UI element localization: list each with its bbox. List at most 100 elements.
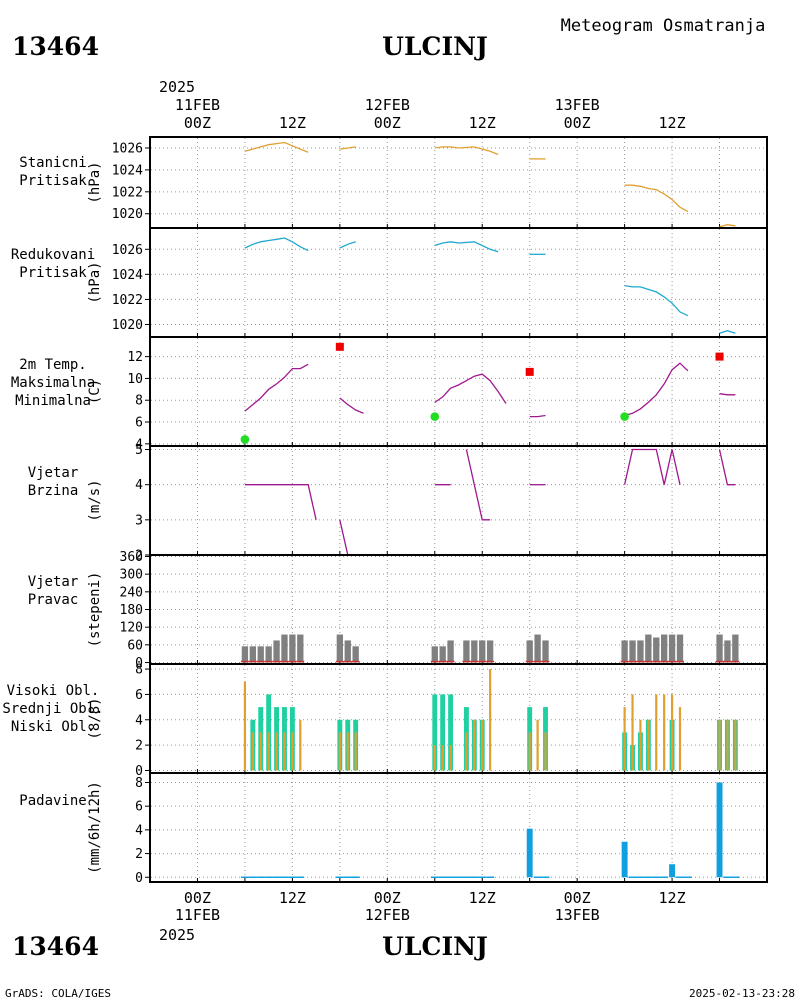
low-cloud-bar-30 (726, 719, 729, 771)
low-cloud-bar-16 (481, 719, 484, 771)
hour-label-top-2: 00Z (374, 114, 401, 132)
wind-dir-bar-27 (668, 634, 676, 663)
precipitation-side-label-0: Padavine (19, 793, 86, 809)
wind-dir-bar-11 (431, 646, 438, 663)
reduced_pressure-ytick-label-0: 1020 (112, 318, 143, 333)
panel-wind_speed: 2 3 4 5 (m/s) Vjetar Brzina (28, 443, 768, 564)
low-cloud-bar-26 (663, 694, 666, 771)
precip-bar-3 (716, 782, 723, 878)
low-cloud-bar-4 (275, 732, 278, 771)
low-cloud-bar-25 (655, 694, 658, 771)
wind_speed-ytick-label-3: 5 (135, 443, 143, 458)
hour-label-top-3: 12Z (469, 114, 496, 132)
precip-bar-0 (526, 828, 533, 878)
low-cloud-bar-28 (678, 707, 682, 771)
panel-reduced_pressure: 1020 1022 1024 1026 (hPa)Redukovani Pritisak (11, 227, 768, 338)
low-cloud-bar-5 (283, 732, 286, 771)
low-cloud-bar-6 (291, 732, 294, 771)
hour-label-top-1: 12Z (279, 114, 306, 132)
day-label-top-0: 11FEB (175, 96, 220, 114)
station_pressure-line-segment-5 (719, 224, 736, 228)
clouds-ytick-label-3: 6 (135, 688, 143, 703)
low-cloud-bar-9 (346, 732, 349, 771)
temperature-ytick-label-2: 8 (135, 394, 143, 409)
tmin-marker-0 (240, 435, 250, 444)
wind_direction-ytick-label-6: 360 (120, 550, 143, 565)
reduced_pressure-ytick-label-3: 1026 (112, 243, 143, 258)
precipitation-ytick-label-3: 6 (135, 800, 143, 815)
temperature-ytick-label-0: 4 (135, 437, 143, 452)
station_pressure-line-segment-2 (434, 146, 499, 156)
low-cloud-bar-23 (639, 719, 642, 771)
reduced_pressure-ylabel: (hPa) (87, 261, 103, 303)
year-label-bottom: 2025 (159, 926, 195, 944)
temperature-ytick-label-1: 6 (135, 416, 143, 431)
wind-dir-bar-31 (732, 634, 739, 663)
wind_speed-side-label-1: Brzina (28, 483, 79, 499)
low-cloud-bar-2 (259, 732, 262, 771)
temperature-side-label-2: Minimalna (15, 393, 91, 409)
low-cloud-bar-24 (647, 719, 650, 771)
reduced_pressure-line-segment-5 (719, 330, 736, 334)
wind-dir-bar-20 (542, 640, 549, 663)
reduced_pressure-line-segment-0 (244, 237, 309, 252)
station-name-bottom: ULCINJ (382, 932, 488, 961)
wind_speed-line-segment-6 (718, 449, 736, 486)
wind_direction-side-label-1: Pravac (28, 592, 79, 608)
low-cloud-bar-20 (544, 732, 547, 771)
precipitation-ylabel: (mm/6h/12h) (87, 781, 103, 874)
temperature-line-segment-2 (434, 373, 507, 404)
station_pressure-ytick-label-3: 1026 (112, 141, 143, 156)
tmax-marker-0 (335, 342, 344, 351)
wind_direction-ytick-label-3: 180 (120, 603, 143, 618)
wind_direction-ytick-label-4: 240 (120, 585, 143, 600)
temperature-line-segment-1 (339, 397, 364, 414)
wind_speed-line-segment-1 (339, 519, 356, 556)
high-cloud-bar-10 (440, 694, 446, 771)
temperature-ylabel: (C) (87, 379, 103, 404)
low-cloud-bar-8 (338, 732, 341, 771)
low-cloud-bar-7 (299, 719, 302, 771)
wind_speed-ytick-label-1: 3 (135, 513, 143, 528)
station-id-top: 13464 (12, 32, 99, 61)
wind_direction-ytick-label-0: 0 (135, 656, 143, 671)
wind-dir-bar-12 (439, 646, 446, 663)
station_pressure-frame (149, 136, 768, 229)
wind-dir-bar-17 (486, 640, 494, 663)
low-cloud-bar-27 (670, 694, 674, 771)
precipitation-ytick-label-1: 2 (135, 847, 143, 862)
wind-dir-bar-5 (281, 634, 288, 663)
panel-wind_direction: 0 60 120 180 240 300 360 (stepeni) Vjetar Pravac (28, 550, 768, 671)
day-label-top-1: 12FEB (365, 96, 410, 114)
low-cloud-bar-17 (489, 669, 492, 771)
wind-dir-bar-3 (265, 646, 272, 663)
reduced_pressure-line-segment-4 (624, 284, 689, 317)
wind-dir-bar-7 (297, 634, 304, 663)
hour-label-top-4: 00Z (564, 114, 591, 132)
station_pressure-side-label-0: Stanicni (19, 155, 86, 171)
wind_speed-ylabel: (m/s) (87, 479, 103, 521)
low-cloud-bar-3 (267, 732, 270, 771)
wind-dir-bar-4 (273, 640, 280, 663)
clouds-ytick-label-0: 0 (135, 764, 143, 779)
low-cloud-bar-18 (528, 732, 531, 771)
reduced_pressure-side-label-1: Pritisak (19, 265, 87, 281)
station_pressure-ytick-label-1: 1022 (112, 185, 143, 200)
low-cloud-bar-1 (251, 732, 254, 771)
wind_speed-line-segment-5 (623, 448, 681, 485)
grads-credit: GrADS: COLA/IGES (5, 987, 111, 1000)
panels: 1020102210241026(hPa)StanicniPritisak102… (2, 136, 768, 886)
wind-dir-bar-23 (637, 640, 644, 663)
panel-clouds: 0 2 4 6 8 (8/8)Visoki Obl. Srednji Obl. Niski O… (2, 663, 768, 779)
wind-dir-bar-15 (471, 640, 478, 663)
station-id-bottom: 13464 (12, 932, 99, 961)
wind_direction-ytick-label-2: 120 (120, 621, 143, 636)
hour-label-bottom-0: 00Z (184, 889, 211, 907)
wind-dir-bar-13 (447, 640, 454, 663)
wind-dir-bar-25 (653, 637, 660, 663)
low-cloud-bar-11 (433, 745, 436, 771)
clouds-side-label-2: Niski Obl. (11, 719, 95, 735)
temperature-line-segment-4 (624, 362, 689, 417)
wind_direction-ylabel: (stepeni) (87, 572, 103, 648)
day-label-bottom-1: 12FEB (365, 906, 410, 924)
